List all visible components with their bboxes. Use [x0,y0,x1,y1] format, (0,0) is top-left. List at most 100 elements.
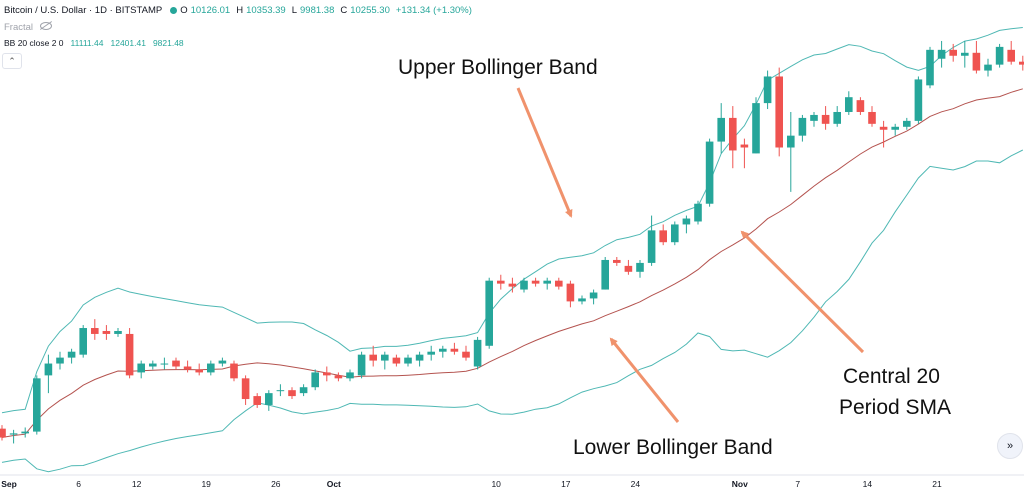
candle [79,325,87,358]
candle-body [787,135,795,148]
candle-body [694,203,702,222]
bb-indicator[interactable]: BB 20 close 2 0 11111.44 12401.41 9821.48 [4,38,187,48]
candle [972,40,981,74]
arrow-to-lower-band [609,337,680,423]
candle [415,351,424,367]
candle [984,58,992,77]
candle-body [682,218,691,225]
candle [253,393,261,408]
candle [891,123,899,136]
candle [404,354,412,367]
candle [473,336,482,370]
open-label: O [180,5,188,16]
candle-body [485,280,493,346]
candle [33,375,41,435]
candle-body [67,351,76,358]
candle [172,357,180,370]
annotation-sma-line1: Central 20 [843,365,940,388]
candle-body [160,363,169,365]
candle-body [613,259,621,263]
annotation-lower-band: Lower Bollinger Band [573,436,773,459]
high-label: H [236,5,244,16]
candle [856,97,865,115]
candle-body [810,114,818,121]
candle [91,319,99,340]
candle-body [566,283,575,302]
candle [299,384,308,397]
candle-body [763,76,772,104]
candle [67,348,76,364]
candle-body [659,230,667,243]
open-value: 10126.01 [190,5,231,16]
candle-body [798,117,807,136]
close-label: C [340,5,348,16]
candle [265,390,273,411]
candle [613,257,621,266]
candle-body [299,387,308,394]
low-value: 9981.38 [300,5,335,16]
candle [276,384,285,397]
candle-body [879,126,888,130]
candle-body [102,330,111,334]
arrow-to-upper-band [516,87,573,218]
candle-body [381,354,389,361]
candle [589,289,598,305]
candle [346,369,354,382]
candle-body [636,262,644,272]
candle-body [531,280,540,284]
low-label: L [291,5,298,16]
hidden-eye-icon[interactable] [40,22,53,30]
candle-body [497,280,505,284]
candle [717,103,725,154]
symbol-title[interactable]: Bitcoin / U.S. Dollar · 1D · BITSTAMP [4,5,163,16]
candle-body [845,97,853,112]
candle-body [462,351,470,358]
candle [914,76,923,124]
candle [439,345,447,358]
candle-body [392,357,401,364]
candle-body [624,265,633,272]
candle [56,351,64,370]
candle-body [671,224,679,243]
lower-band-line [1,149,1024,473]
candle [218,357,227,367]
x-tick-label: 17 [561,479,571,489]
candle-body [21,431,29,434]
candle [114,328,122,337]
candle-body [995,46,1004,65]
candle [160,357,169,370]
candle-body [775,76,783,148]
candle-body [33,378,41,432]
candle-body [357,354,366,376]
x-tick-label: Sep [1,479,17,489]
double-chevron-right-icon[interactable]: » [997,433,1023,459]
candle-body [984,64,992,71]
candle [775,67,783,157]
candle-body [369,354,377,361]
fractal-indicator[interactable]: Fractal [4,22,55,33]
x-tick-label: Oct [327,479,341,489]
candle-body [961,52,969,56]
candle [671,221,679,246]
candle [183,360,192,373]
candle-body [717,117,725,142]
candle [740,138,749,169]
candle-body [427,351,435,355]
candle [508,277,517,293]
candle-body [183,366,192,370]
chevron-up-icon[interactable]: ⌃ [2,53,22,69]
candle-body [149,363,157,367]
change-value: +131.34 (+1.30%) [395,5,472,16]
candle [462,345,470,361]
candle-body [288,390,296,397]
candle-body [752,103,760,154]
candle-body [740,144,749,148]
candle-body [311,372,319,388]
candle-body [334,375,343,379]
candle-body [1019,61,1024,65]
candle [879,120,888,148]
x-tick-label: 19 [201,479,211,489]
candle [729,106,737,169]
candle [752,97,760,154]
